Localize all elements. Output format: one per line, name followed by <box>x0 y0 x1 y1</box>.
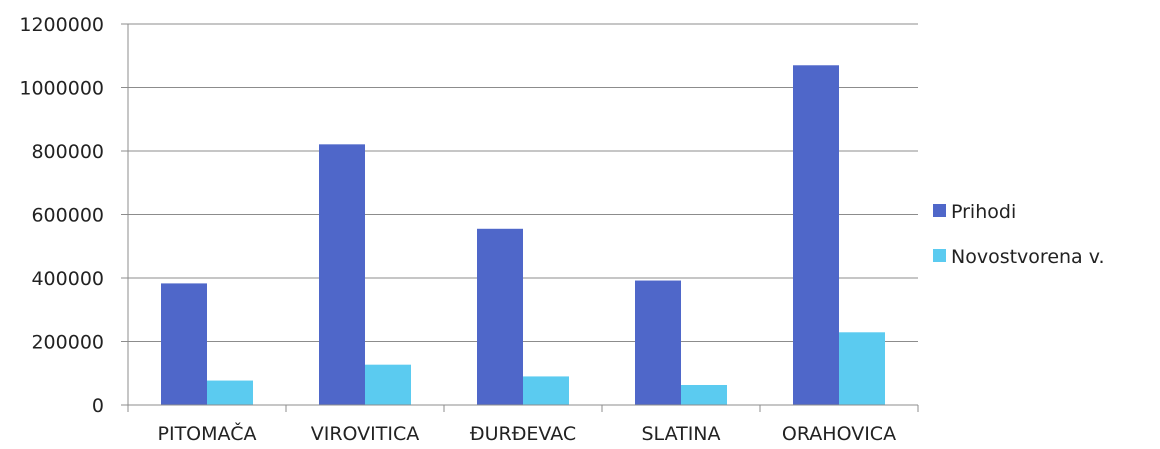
bar-prihodi <box>635 280 681 405</box>
y-tick-label: 800000 <box>31 141 104 163</box>
legend-swatch <box>933 204 946 217</box>
bar-novostvorena <box>207 380 253 405</box>
x-category-label: ĐURĐEVAC <box>470 423 576 445</box>
y-tick-label: 600000 <box>31 205 104 227</box>
y-tick-label: 400000 <box>31 268 104 290</box>
bar-prihodi <box>319 144 365 405</box>
x-category-label: VIROVITICA <box>311 423 420 445</box>
legend: Prihodi Novostvorena v. <box>933 201 1105 268</box>
bar-novostvorena <box>523 376 569 405</box>
bar-prihodi <box>793 65 839 406</box>
legend-label: Novostvorena v. <box>951 246 1105 268</box>
gridlines <box>128 23 918 342</box>
bar-novostvorena <box>839 332 885 405</box>
bar-novostvorena <box>681 384 727 405</box>
y-axis-tick-labels: 0 200000 400000 600000 800000 1000000 1200000 <box>19 14 104 417</box>
x-axis-category-labels: PITOMAČA VIROVITICA ĐURĐEVAC SLATINA ORAHOVI… <box>158 421 897 445</box>
legend-label: Prihodi <box>951 201 1016 223</box>
x-category-label: ORAHOVICA <box>782 423 896 445</box>
y-tick-label: 1200000 <box>19 14 104 36</box>
y-tick-label: 0 <box>92 395 104 417</box>
bar-novostvorena <box>365 364 411 405</box>
bars <box>161 65 885 406</box>
x-category-label: PITOMAČA <box>158 421 257 445</box>
bar-prihodi <box>477 228 523 405</box>
y-tick-label: 1000000 <box>19 78 104 100</box>
bar-prihodi <box>161 283 207 405</box>
legend-swatch <box>933 249 946 262</box>
axes <box>121 23 919 412</box>
x-category-label: SLATINA <box>641 423 720 445</box>
y-tick-label: 200000 <box>31 332 104 354</box>
